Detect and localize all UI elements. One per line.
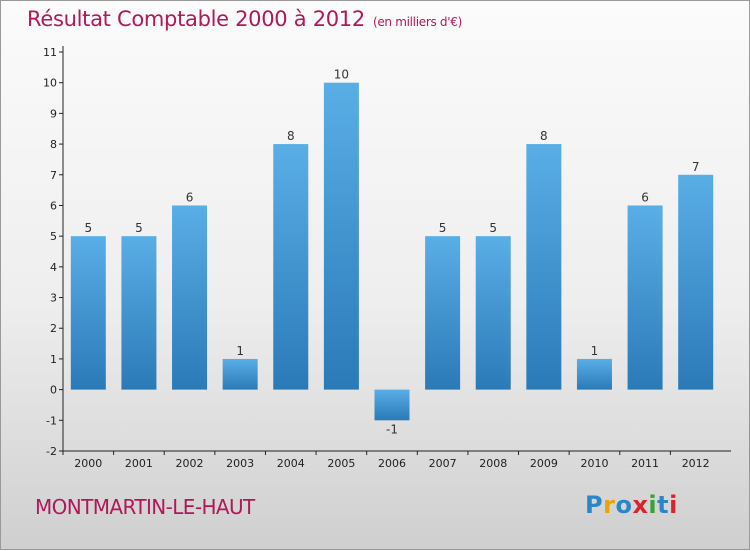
bar-2003 — [222, 358, 258, 390]
data-label-2007: 5 — [439, 221, 447, 235]
x-tick-label: 2010 — [580, 457, 608, 470]
bar-2009 — [526, 144, 562, 390]
x-tick-label: 2012 — [682, 457, 710, 470]
y-tick-label: 11 — [43, 46, 57, 59]
chart-subtitle: (en milliers d'€) — [372, 15, 462, 29]
town-name: MONTMARTIN-LE-HAUT — [35, 495, 255, 519]
bar-2011 — [627, 205, 663, 390]
x-tick-label: 2002 — [176, 457, 204, 470]
x-tick-label: 2007 — [429, 457, 457, 470]
bar-2008 — [475, 236, 511, 390]
y-tick-label: 0 — [50, 384, 57, 397]
chart-title-text: Résultat Comptable 2000 à 2012 — [27, 7, 365, 31]
x-tick-label: 2000 — [74, 457, 102, 470]
data-label-2000: 5 — [84, 221, 92, 235]
x-tick-label: 2004 — [277, 457, 305, 470]
y-tick-label: -2 — [46, 445, 57, 458]
y-tick-label: 9 — [50, 107, 57, 120]
bar-2005 — [323, 82, 359, 390]
y-tick-label: 8 — [50, 138, 57, 151]
bar-2004 — [273, 144, 309, 390]
bar-2000 — [70, 236, 106, 390]
bar-2002 — [172, 205, 208, 390]
bar-2007 — [425, 236, 461, 390]
y-tick-label: 10 — [43, 77, 57, 90]
data-label-2005: 10 — [334, 68, 349, 82]
data-label-2002: 6 — [186, 190, 194, 204]
y-tick-label: 2 — [50, 322, 57, 335]
bar-2010 — [576, 358, 612, 390]
y-tick-label: 6 — [50, 199, 57, 212]
bar-2012 — [678, 174, 714, 390]
data-label-2009: 8 — [540, 129, 548, 143]
x-tick-label: 2003 — [226, 457, 254, 470]
y-tick-label: -1 — [46, 414, 57, 427]
chart-data-labels: 5 5 6 1 8 10 -1 5 5 8 1 6 7 — [84, 68, 699, 437]
data-label-2012: 7 — [692, 160, 700, 174]
x-tick-label: 2006 — [378, 457, 406, 470]
x-tick-label: 2008 — [479, 457, 507, 470]
chart-title: Résultat Comptable 2000 à 2012 (en millie… — [27, 7, 462, 31]
brand-logo: Proxiti — [585, 491, 678, 519]
data-label-2011: 6 — [641, 190, 649, 204]
x-tick-label: 2005 — [327, 457, 355, 470]
y-tick-label: 1 — [50, 353, 57, 366]
chart-bars — [70, 82, 714, 421]
y-tick-label: 5 — [50, 230, 57, 243]
y-tick-label: 3 — [50, 292, 57, 305]
x-tick-label: 2009 — [530, 457, 558, 470]
y-tick-label: 7 — [50, 169, 57, 182]
data-label-2008: 5 — [489, 221, 497, 235]
x-tick-label: 2001 — [125, 457, 153, 470]
data-label-2006: -1 — [386, 422, 398, 436]
data-label-2004: 8 — [287, 129, 295, 143]
data-label-2003: 1 — [236, 344, 244, 358]
bar-2001 — [121, 236, 157, 390]
x-tick-label: 2011 — [631, 457, 659, 470]
data-label-2010: 1 — [591, 344, 599, 358]
data-label-2001: 5 — [135, 221, 143, 235]
bar-2006 — [374, 389, 410, 421]
y-tick-label: 4 — [50, 261, 57, 274]
